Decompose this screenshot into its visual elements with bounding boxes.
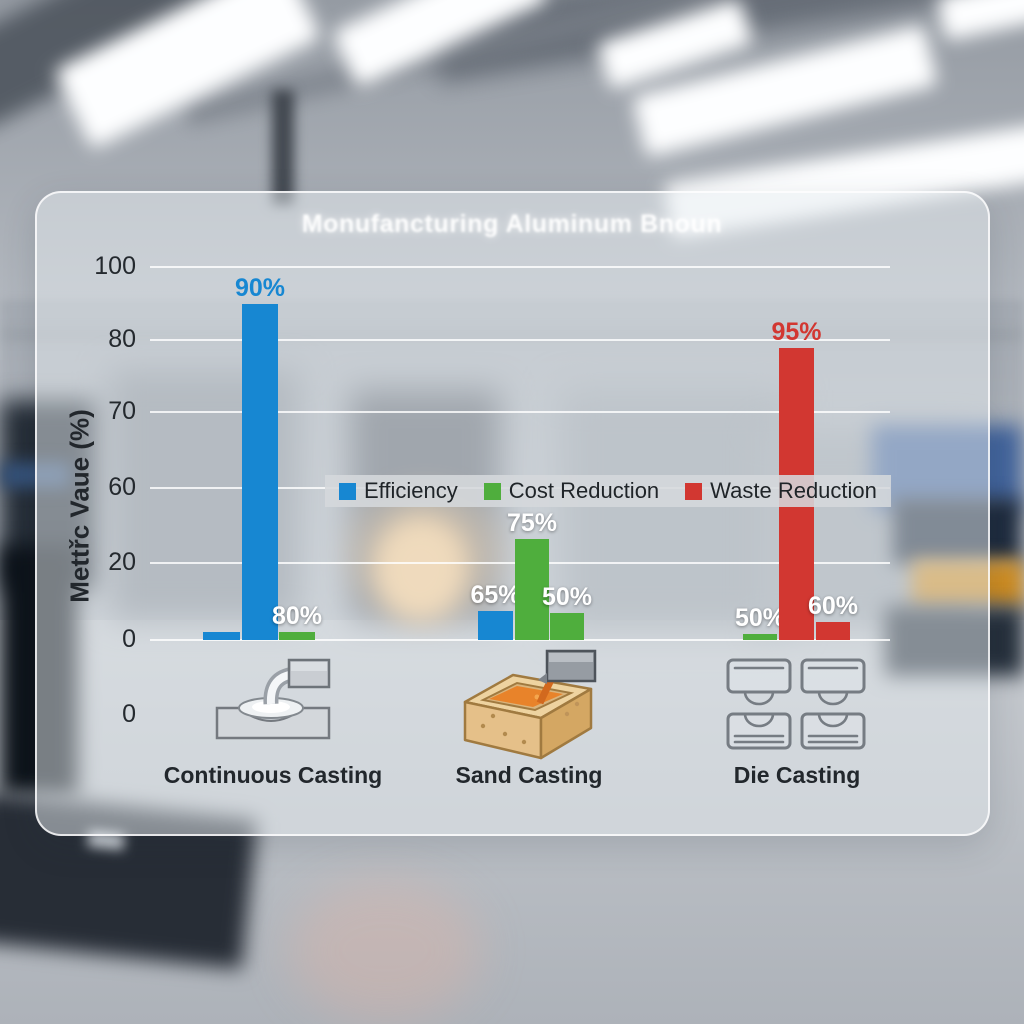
y-tick-label: 0	[122, 625, 136, 653]
gridline	[150, 639, 890, 641]
category-label-die-casting: Die Casting	[733, 762, 861, 788]
gridline	[150, 411, 890, 413]
y-tick-label-stray: 0	[122, 700, 136, 728]
bar-sand-casting	[478, 611, 513, 640]
chart-title: Monufancturing Aluminum Bnoun	[301, 210, 723, 238]
bar-value-label: 90%	[234, 274, 286, 302]
floor-reflection	[290, 880, 480, 1020]
category-label-sand-casting: Sand Casting	[455, 762, 603, 788]
bar-die-casting	[816, 622, 850, 640]
legend: Efficiency Cost Reduction Waste Reduction	[325, 475, 891, 507]
y-tick-label: 20	[108, 548, 136, 576]
gridline	[150, 339, 890, 341]
bar-value-label: 50%	[541, 583, 593, 611]
die-casting-icon	[725, 656, 870, 752]
bar-value-label: 80%	[271, 602, 323, 630]
legend-swatch-icon	[339, 482, 356, 500]
legend-swatch-icon	[483, 482, 501, 500]
legend-item: Cost Reduction	[483, 478, 660, 504]
y-tick-label: 70	[108, 397, 136, 425]
bar-continuous-casting	[242, 304, 278, 640]
bar-sand-casting	[550, 613, 584, 640]
bar-value-label: 60%	[807, 592, 859, 620]
bar-die-casting	[743, 634, 777, 640]
y-tick-label: 60	[108, 473, 136, 501]
bar-value-label: 95%	[771, 318, 822, 346]
bar-value-label: 65%	[470, 581, 521, 609]
legend-label: Efficiency	[364, 478, 458, 503]
legend-item: Efficiency	[339, 478, 458, 504]
legend-swatch-icon	[685, 482, 703, 500]
legend-label: Waste Reduction	[710, 478, 877, 503]
bar-value-label: 75%	[506, 509, 558, 537]
bar-continuous-casting	[279, 632, 315, 640]
support-pole	[272, 90, 294, 205]
y-tick-label: 80	[108, 325, 136, 353]
bar-value-label: 50%	[734, 604, 786, 632]
legend-label: Cost Reduction	[508, 478, 660, 503]
y-tick-label: 100	[94, 252, 136, 280]
sand-casting-icon	[449, 642, 609, 767]
continuous-casting-icon	[213, 650, 333, 750]
bar-sand-casting	[515, 539, 549, 640]
category-label-continuous-casting: Continuous Casting	[163, 762, 383, 788]
bar-continuous-casting	[203, 632, 240, 640]
gridline	[150, 266, 890, 268]
legend-item: Waste Reduction	[685, 478, 877, 504]
